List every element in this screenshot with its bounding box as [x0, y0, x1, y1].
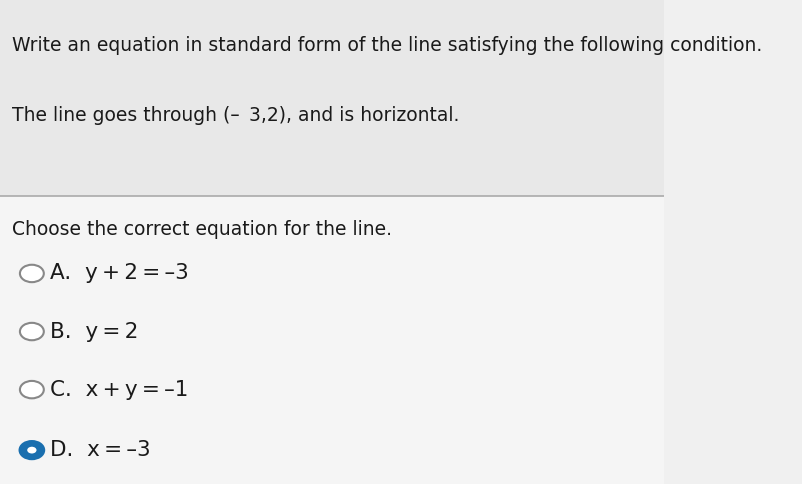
Text: A.  y + 2 = –3: A. y + 2 = –3: [50, 263, 188, 284]
Text: D.  x = –3: D. x = –3: [50, 440, 150, 460]
Text: Choose the correct equation for the line.: Choose the correct equation for the line…: [12, 220, 391, 239]
Circle shape: [20, 265, 44, 282]
Text: C.  x + y = –1: C. x + y = –1: [50, 379, 188, 400]
Text: Write an equation in standard form of the line satisfying the following conditio: Write an equation in standard form of th…: [12, 36, 761, 55]
FancyBboxPatch shape: [0, 0, 663, 196]
Circle shape: [20, 323, 44, 340]
Circle shape: [20, 381, 44, 398]
Circle shape: [27, 447, 36, 454]
Text: B.  y = 2: B. y = 2: [50, 321, 138, 342]
Circle shape: [20, 441, 44, 459]
Text: The line goes through (– 3,2), and is horizontal.: The line goes through (– 3,2), and is ho…: [12, 106, 459, 125]
FancyBboxPatch shape: [0, 196, 663, 484]
